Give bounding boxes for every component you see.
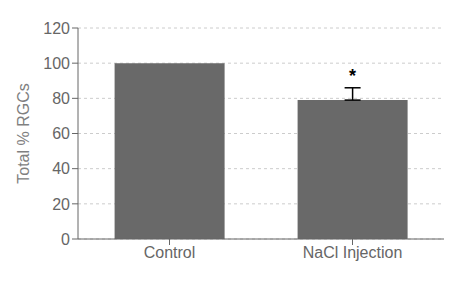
svg-text:20: 20 bbox=[52, 196, 70, 213]
svg-text:80: 80 bbox=[52, 90, 70, 107]
svg-text:120: 120 bbox=[43, 20, 70, 37]
svg-text:0: 0 bbox=[61, 231, 70, 248]
svg-text:60: 60 bbox=[52, 125, 70, 142]
svg-text:NaCl Injection: NaCl Injection bbox=[303, 244, 403, 261]
svg-text:Total % RGCs: Total % RGCs bbox=[15, 83, 32, 183]
svg-text:40: 40 bbox=[52, 160, 70, 177]
svg-text:Control: Control bbox=[144, 244, 196, 261]
svg-text:*: * bbox=[349, 66, 356, 86]
svg-text:100: 100 bbox=[43, 55, 70, 72]
